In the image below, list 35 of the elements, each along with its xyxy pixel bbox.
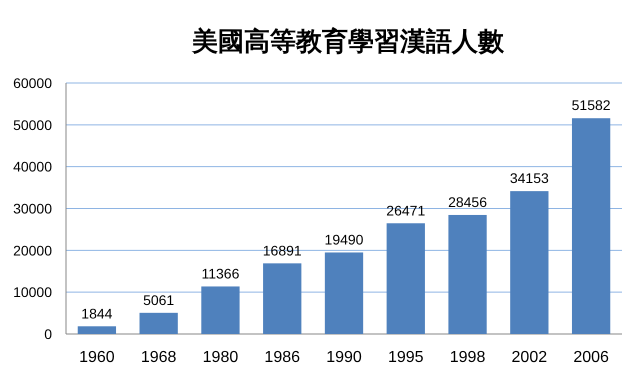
y-tick-label: 0	[44, 326, 52, 342]
y-tick-label: 40000	[13, 158, 52, 175]
x-tick-label: 1998	[450, 349, 486, 366]
bar	[201, 286, 240, 334]
x-tick-label: 2002	[512, 349, 548, 366]
bar	[78, 326, 116, 334]
data-label: 11366	[201, 265, 240, 282]
data-label: 26471	[386, 202, 426, 218]
data-label: 1844	[81, 305, 113, 322]
x-tick-label: 2006	[573, 349, 610, 366]
x-tick-label: 1960	[79, 349, 115, 366]
bar	[263, 263, 302, 334]
bar	[510, 191, 548, 334]
data-label: 34153	[510, 170, 550, 186]
bar	[140, 312, 178, 334]
bar	[324, 252, 364, 334]
data-label: 5061	[143, 292, 174, 308]
data-label: 51582	[572, 97, 611, 114]
data-label: 16891	[262, 242, 302, 258]
x-tick-label: 1968	[140, 349, 177, 366]
y-tick-label: 60000	[13, 75, 52, 91]
x-tick-label: 1990	[326, 349, 362, 366]
x-tick-label: 1980	[202, 349, 238, 366]
y-tick-label: 50000	[13, 116, 52, 133]
x-tick-label: 1995	[388, 349, 424, 366]
data-label: 28456	[448, 194, 488, 210]
bar	[386, 223, 425, 334]
chart-title: 美國高等教育學習漢語人數	[191, 26, 505, 56]
bar	[572, 118, 610, 334]
y-tick-label: 30000	[13, 200, 52, 216]
y-tick-label: 10000	[13, 284, 52, 300]
x-tick-label: 1986	[264, 349, 300, 366]
data-label: 19490	[324, 231, 364, 248]
y-tick-label: 20000	[13, 242, 52, 258]
bar	[448, 214, 487, 334]
